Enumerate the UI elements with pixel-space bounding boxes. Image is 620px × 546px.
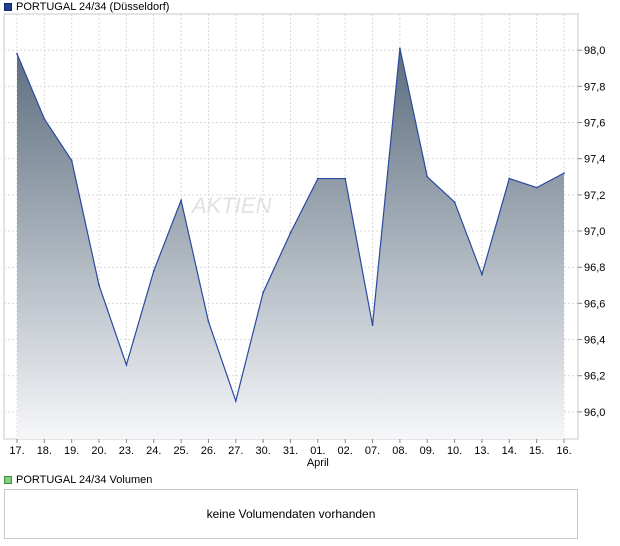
watermark-text: AKTIEN	[190, 193, 272, 218]
x-tick-label: 10.	[447, 445, 462, 457]
x-tick-label: 16.	[556, 445, 571, 457]
x-tick-label: 23.	[119, 445, 134, 457]
y-tick-label: 97,2	[584, 190, 605, 202]
volume-panel: keine Volumendaten vorhanden	[4, 489, 578, 539]
x-tick-label: 07.	[365, 445, 380, 457]
price-data-point	[316, 177, 319, 180]
x-tick-label: 19.	[64, 445, 79, 457]
price-data-point	[262, 291, 265, 294]
price-data-point	[535, 186, 538, 189]
price-legend-label: PORTUGAL 24/34 (Düsseldorf)	[16, 1, 170, 13]
volume-legend: PORTUGAL 24/34 Volumen	[4, 473, 152, 487]
no-volume-message: keine Volumendaten vorhanden	[206, 507, 376, 521]
price-chart: 98,0 97,8 97,6 97,4 97,2 97,0 96,8 96,6 96,4 96,2…	[3, 13, 605, 469]
price-data-point	[70, 159, 73, 162]
x-tick-label: 17.	[9, 445, 24, 457]
price-data-point	[125, 363, 128, 366]
x-tick-label: 14.	[502, 445, 517, 457]
price-data-point	[481, 273, 483, 276]
y-tick-label: 96,2	[584, 371, 605, 383]
x-month-label: April	[307, 457, 329, 469]
price-legend-swatch	[4, 3, 12, 11]
volume-legend-swatch	[4, 476, 12, 484]
price-area-fill	[17, 48, 564, 440]
x-tick-label: 08.	[392, 445, 407, 457]
price-data-point	[453, 201, 456, 203]
x-tick-label: 18.	[37, 445, 52, 457]
x-tick-label: 31.	[283, 445, 298, 457]
x-tick-label: 27.	[228, 445, 243, 457]
price-data-point	[234, 400, 237, 402]
y-tick-label: 98,0	[584, 45, 605, 57]
x-tick-label: 25.	[173, 445, 188, 457]
price-data-point	[16, 52, 18, 55]
price-data-point	[371, 324, 374, 326]
y-tick-label: 97,0	[584, 226, 605, 238]
y-tick-label: 97,4	[584, 154, 605, 166]
volume-legend-label: PORTUGAL 24/34 Volumen	[16, 474, 153, 486]
x-tick-label: 20.	[91, 445, 106, 457]
y-tick-label: 96,0	[584, 407, 605, 419]
price-data-point	[508, 177, 511, 180]
y-tick-label: 96,4	[584, 335, 605, 347]
price-data-point	[98, 284, 100, 287]
y-tick-label: 96,8	[584, 262, 605, 274]
price-data-point	[207, 320, 210, 323]
price-data-point	[344, 177, 347, 180]
x-tick-label: 26.	[201, 445, 216, 457]
price-data-point	[43, 117, 46, 120]
y-tick-label: 97,6	[584, 118, 605, 130]
price-data-point	[152, 269, 155, 272]
x-tick-label: 13.	[474, 445, 489, 457]
price-data-point	[426, 175, 429, 178]
x-tick-label: 01.	[310, 445, 325, 457]
price-data-point	[563, 172, 565, 175]
price-data-point	[180, 199, 183, 202]
x-tick-label: 15.	[529, 445, 544, 457]
x-tick-label: 09.	[420, 445, 435, 457]
x-tick-label: 02.	[338, 445, 353, 457]
price-data-point	[289, 231, 292, 234]
y-tick-label: 97,8	[584, 81, 605, 93]
x-tick-label: 24.	[146, 445, 161, 457]
price-data-point	[399, 47, 401, 50]
y-tick-label: 96,6	[584, 298, 605, 310]
x-tick-label: 30.	[256, 445, 271, 457]
price-legend: PORTUGAL 24/34 (Düsseldorf)	[4, 0, 169, 14]
